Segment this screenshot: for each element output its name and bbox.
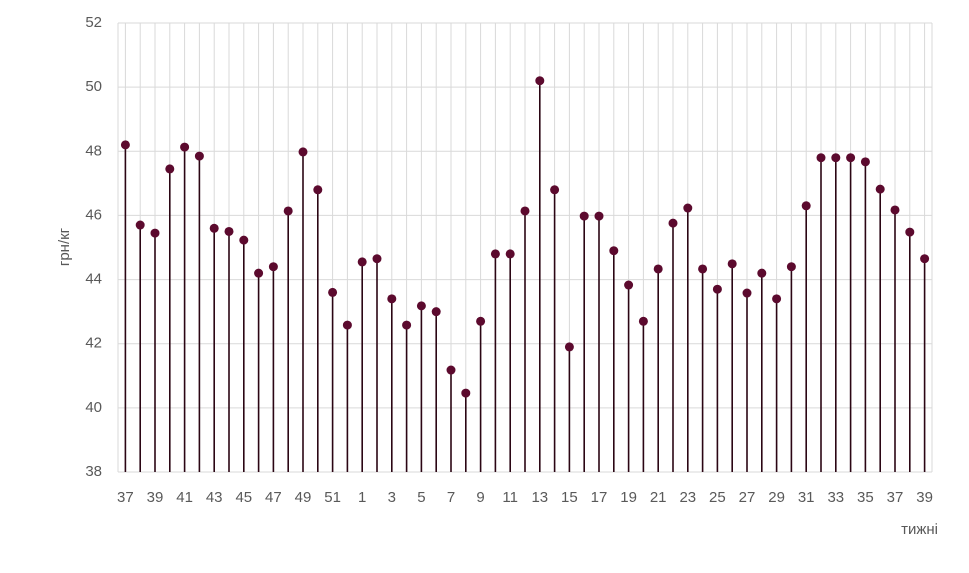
marker (402, 320, 412, 330)
marker (120, 140, 130, 150)
marker (624, 280, 634, 290)
marker (431, 307, 441, 317)
marker (150, 228, 160, 238)
x-tick-label: 21 (650, 489, 667, 506)
x-tick-label: 33 (827, 489, 844, 506)
x-tick-label: 31 (798, 489, 815, 506)
marker (727, 259, 737, 269)
y-axis-label: грн/кг (56, 227, 73, 266)
y-tick-label: 44 (85, 271, 102, 288)
x-tick-label: 13 (531, 489, 548, 506)
marker (890, 205, 900, 215)
marker (653, 264, 663, 274)
marker (520, 206, 530, 216)
x-tick-label: 37 (117, 489, 134, 506)
x-tick-label: 19 (620, 489, 637, 506)
x-tick-label: 39 (916, 489, 933, 506)
x-tick-label: 23 (679, 489, 696, 506)
marker (416, 301, 426, 311)
marker (550, 185, 560, 195)
x-tick-label: 41 (176, 489, 193, 506)
x-tick-label: 11 (502, 489, 518, 506)
marker (328, 287, 338, 297)
marker (831, 153, 841, 163)
marker (476, 316, 486, 326)
x-tick-label: 5 (417, 489, 425, 506)
marker (461, 388, 471, 398)
marker (268, 262, 278, 272)
marker (135, 220, 145, 230)
marker (535, 76, 545, 86)
marker (239, 235, 249, 245)
x-tick-label: 29 (768, 489, 785, 506)
x-axis-label: тижні (901, 521, 938, 538)
y-tick-label: 38 (85, 463, 102, 480)
marker (387, 294, 397, 304)
marker (209, 223, 219, 233)
marker (757, 268, 767, 278)
x-tick-label: 15 (561, 489, 578, 506)
marker (609, 246, 619, 256)
x-tick-label: 43 (206, 489, 223, 506)
marker (165, 164, 175, 174)
x-tick-label: 3 (388, 489, 396, 506)
marker (638, 316, 648, 326)
marker (683, 203, 693, 213)
marker (254, 268, 264, 278)
marker (875, 184, 885, 194)
marker (905, 227, 915, 237)
marker (224, 226, 234, 236)
y-tick-label: 52 (85, 14, 102, 31)
x-tick-label: 45 (235, 489, 252, 506)
x-tick-label: 17 (591, 489, 608, 506)
marker (801, 201, 811, 211)
marker (786, 262, 796, 272)
marker (194, 151, 204, 161)
x-tick-label: 47 (265, 489, 282, 506)
marker (920, 254, 930, 264)
marker (342, 320, 352, 330)
x-tick-label: 1 (358, 489, 366, 506)
marker (816, 153, 826, 163)
y-tick-label: 40 (85, 399, 102, 416)
marker (298, 147, 308, 157)
x-tick-label: 51 (324, 489, 341, 506)
marker (698, 264, 708, 274)
marker (668, 218, 678, 228)
marker (372, 254, 382, 264)
marker (490, 249, 500, 259)
marker (446, 365, 456, 375)
marker (712, 284, 722, 294)
marker (283, 206, 293, 216)
x-tick-label: 49 (295, 489, 312, 506)
marker (742, 288, 752, 298)
marker (357, 257, 367, 267)
x-tick-label: 35 (857, 489, 874, 506)
x-tick-label: 7 (447, 489, 455, 506)
y-tick-label: 48 (85, 142, 102, 159)
x-tick-label: 25 (709, 489, 726, 506)
marker (564, 342, 574, 352)
x-tick-label: 9 (476, 489, 484, 506)
x-tick-label: 39 (147, 489, 164, 506)
marker (846, 153, 856, 163)
marker (772, 294, 782, 304)
y-tick-label: 42 (85, 335, 102, 352)
x-tick-label: 37 (887, 489, 904, 506)
marker (180, 142, 190, 152)
marker (505, 249, 515, 259)
marker (860, 157, 870, 167)
marker (579, 211, 589, 221)
y-tick-label: 50 (85, 78, 102, 95)
marker (594, 211, 604, 221)
y-tick-label: 46 (85, 206, 102, 223)
x-tick-label: 27 (739, 489, 756, 506)
marker (313, 185, 323, 195)
